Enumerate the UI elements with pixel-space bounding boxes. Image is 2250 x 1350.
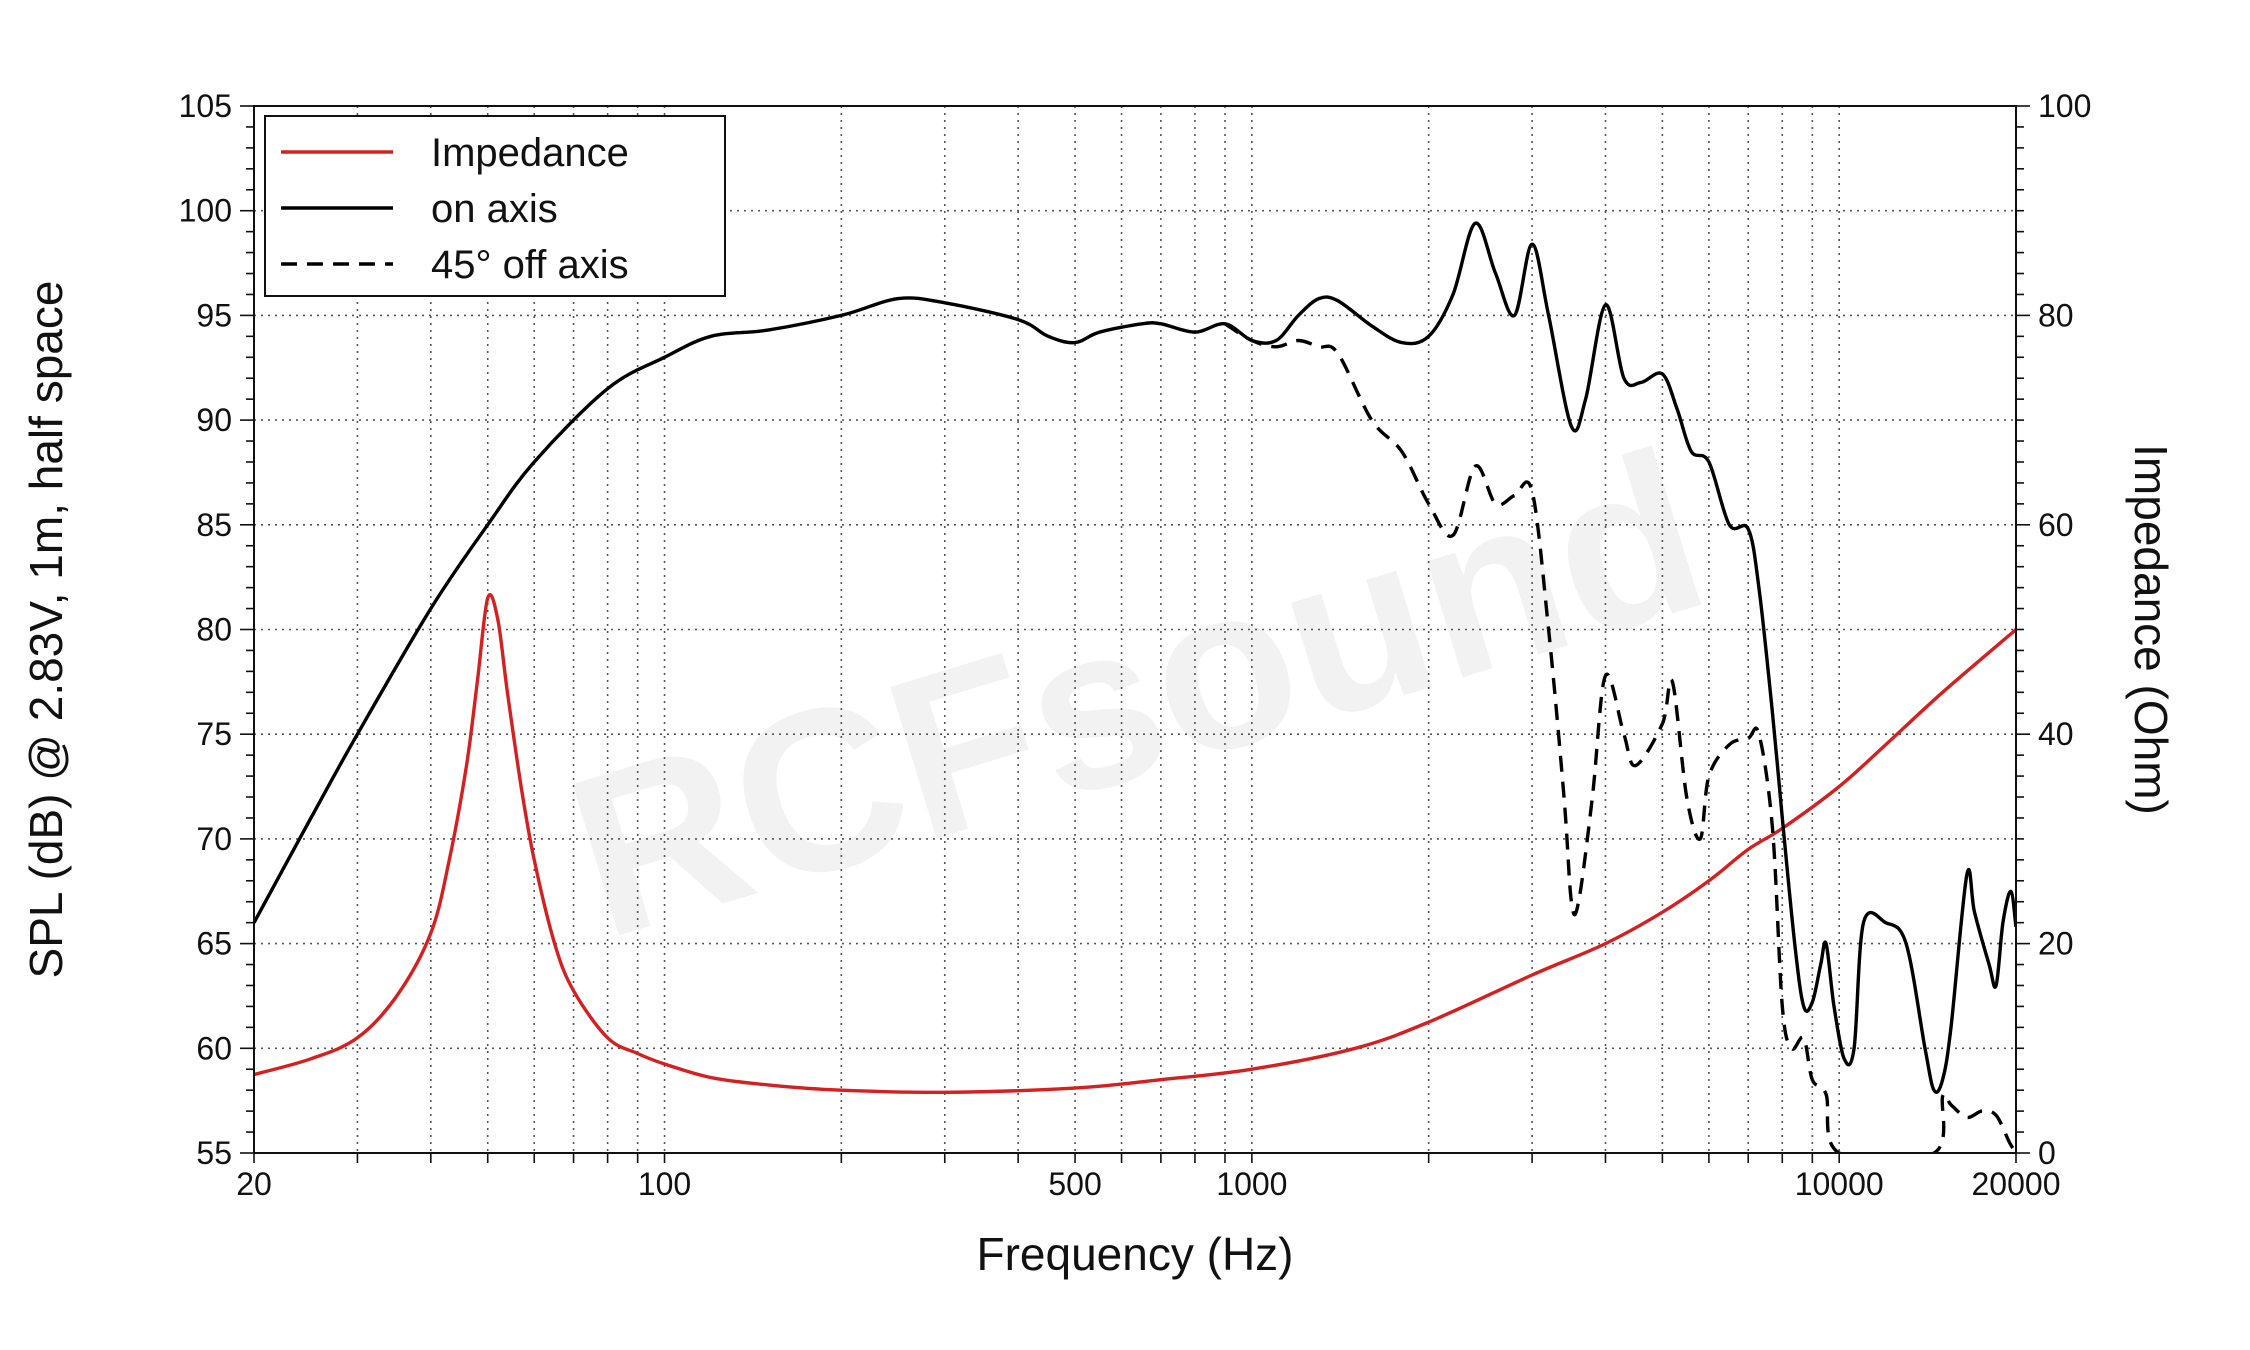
legend-label-on-axis: on axis <box>431 187 558 231</box>
series-line-on-axis <box>254 221 2016 1094</box>
y-right-tick-label: 100 <box>2038 88 2091 124</box>
y-right-tick-label: 20 <box>2038 926 2074 962</box>
y-left-tick-label: 60 <box>196 1030 232 1066</box>
y-left-tick-label: 65 <box>196 926 232 962</box>
x-tick-label: 500 <box>1048 1166 1101 1202</box>
y-left-tick-label: 105 <box>179 88 232 124</box>
y-right-tick-label: 40 <box>2038 716 2074 752</box>
x-tick-label: 20000 <box>1972 1166 2061 1202</box>
y-right-tick-label: 60 <box>2038 507 2074 543</box>
x-tick-label: 100 <box>638 1166 691 1202</box>
axes: 55 60 65 70 75 80 85 90 95 100 105 0 20 40 60 80 100 20 10… <box>20 88 2177 1280</box>
x-tick-label: 1000 <box>1216 1166 1287 1202</box>
y-left-tick-label: 70 <box>196 821 232 857</box>
y-left-tick-label: 95 <box>196 297 232 333</box>
y-left-tick-label: 55 <box>196 1135 232 1171</box>
x-axis-title: Frequency (Hz) <box>977 1228 1294 1280</box>
y-right-tick-label: 0 <box>2038 1135 2056 1171</box>
y-left-axis-title: SPL (dB) @ 2.83V, 1m, half space <box>20 281 72 979</box>
y-left-tick-label: 90 <box>196 402 232 438</box>
legend-box <box>264 115 726 297</box>
series-line-impedance <box>254 593 2016 1095</box>
legend-label-impedance: Impedance <box>431 131 629 175</box>
series-layer <box>254 221 2016 1153</box>
series-line-45-off-axis <box>1224 322 2016 1153</box>
plot-frame <box>253 105 2017 1154</box>
x-tick-label: 20 <box>236 1166 272 1202</box>
y-left-tick-label: 100 <box>179 193 232 229</box>
y-left-tick-label: 75 <box>196 716 232 752</box>
legend: Impedance on axis 45° off axis <box>264 115 726 297</box>
x-tick-label: 10000 <box>1795 1166 1884 1202</box>
y-right-axis-title: Impedance (Ohm) <box>2125 444 2177 815</box>
legend-label-45-off-axis: 45° off axis <box>431 243 629 287</box>
y-right-tick-label: 80 <box>2038 297 2074 333</box>
y-left-tick-label: 80 <box>196 612 232 648</box>
y-left-tick-label: 85 <box>196 507 232 543</box>
